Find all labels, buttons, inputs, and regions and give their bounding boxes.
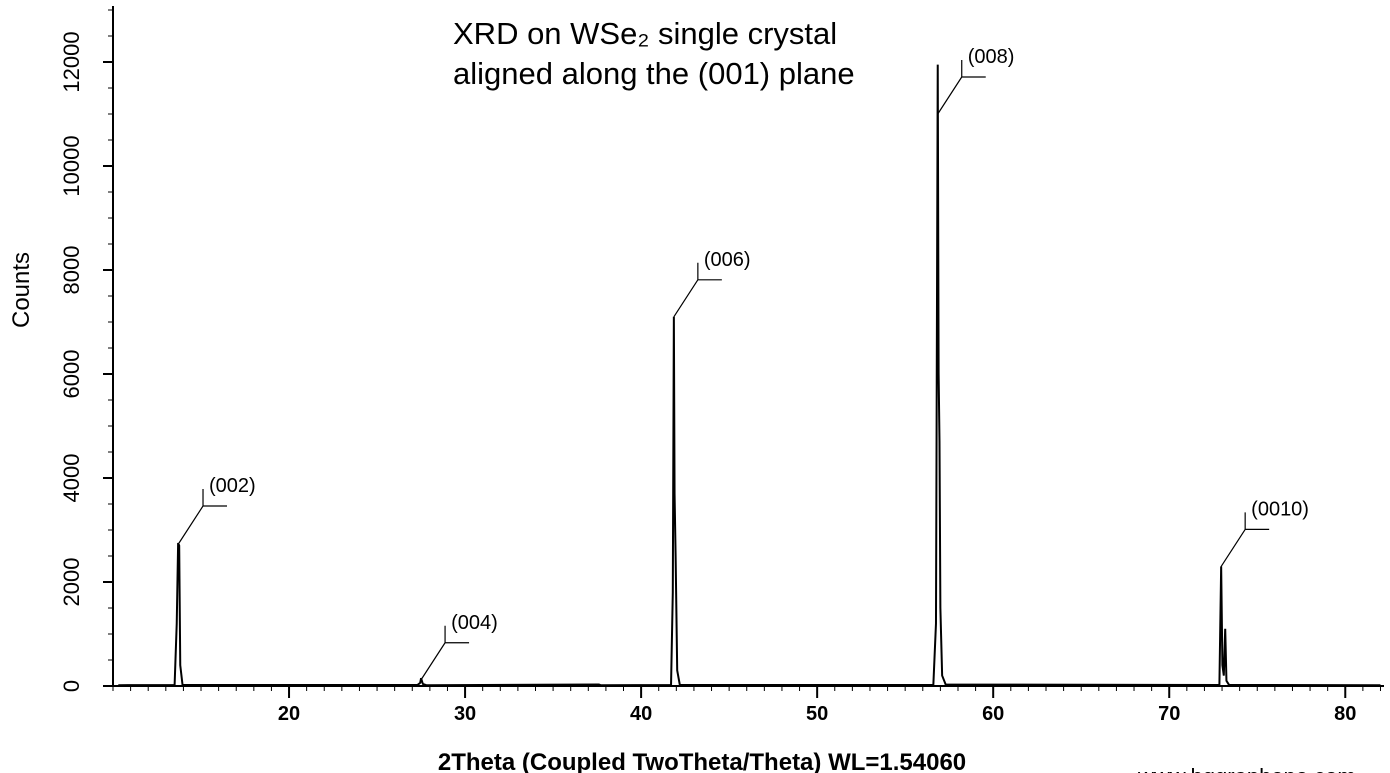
annotation-leader [673,262,722,318]
chart-title-line-2: aligned along the (001) plane [453,56,855,91]
spectrum-line [118,64,1381,687]
annotation-leader [178,489,228,544]
watermark: www.hqgraphene.com [1137,764,1356,773]
x-tick-label: 20 [278,703,300,725]
annotation-label: (002) [209,475,256,497]
y-axis-label: Counts [8,252,35,328]
x-axis-label: 2Theta (Coupled TwoTheta/Theta) WL=1.540… [438,749,966,773]
annotation-leader [420,625,470,681]
y-tick-label: 6000 [59,350,84,399]
annotation-label: (0010) [1251,498,1309,520]
y-tick-label: 12000 [59,31,84,92]
annotation-label: (006) [704,249,751,271]
y-tick-label: 2000 [59,558,84,607]
x-tick-label: 50 [806,703,828,725]
y-tick-label: 8000 [59,246,84,295]
y-tick-label: 4000 [59,454,84,503]
chart-title-line-1: XRD on WSe₂ single crystal [453,16,837,51]
x-tick-label: 60 [982,703,1004,725]
y-tick-label: 0 [59,680,84,692]
x-tick-label: 40 [630,703,652,725]
annotation-leader [1220,512,1270,567]
x-tick-label: 70 [1158,703,1180,725]
annotation-label: (008) [968,46,1015,68]
annotation-label: (004) [451,612,498,634]
annotation-leader [937,60,986,115]
x-tick-label: 80 [1334,703,1356,725]
y-tick-label: 10000 [59,135,84,196]
x-tick-label: 30 [454,703,476,725]
